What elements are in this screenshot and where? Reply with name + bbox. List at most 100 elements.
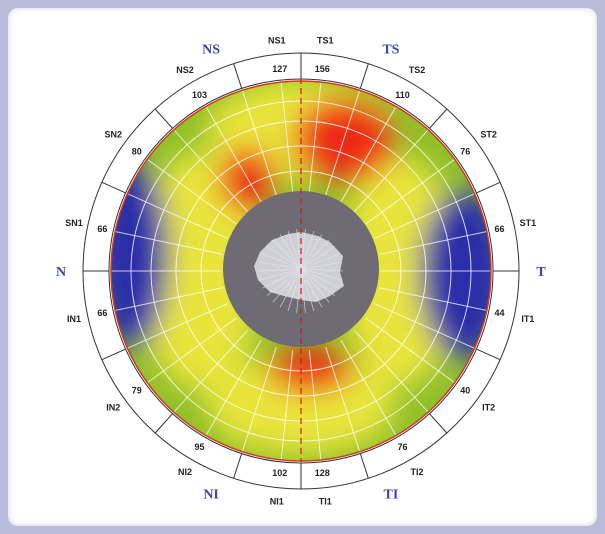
quadrant-label: TS [382, 42, 399, 57]
grid-spoke [354, 330, 429, 413]
sector-name: NS1 [268, 35, 286, 45]
sector-divider [154, 413, 173, 434]
quadrant-label: NS [202, 42, 220, 57]
grid-spoke [205, 106, 262, 202]
sector-labels: 127 NS1 156 TS1 110 TS2 76 ST2 66 ST1 44 IT1 40 IT2 76… [65, 35, 536, 506]
sector-value: 127 [272, 64, 287, 74]
disc-ray [300, 230, 315, 270]
quadrant-label: T [536, 265, 546, 280]
sector-divider [429, 108, 448, 129]
grid-spoke [127, 303, 229, 349]
sector-value: 66 [97, 224, 107, 234]
sector-name: ST1 [520, 218, 537, 228]
sector-value: 76 [397, 442, 407, 452]
sector-divider [476, 348, 501, 361]
sector-dividers [83, 53, 519, 489]
disc-ray [266, 268, 302, 297]
grid-spoke [373, 193, 475, 239]
disc-ray [300, 261, 343, 270]
sector-name: IT2 [482, 402, 495, 412]
disc-ray [300, 229, 306, 270]
sector-value: 128 [315, 468, 330, 478]
disc-ray [300, 268, 343, 281]
disc-ray [266, 245, 302, 270]
sector-divider [233, 63, 243, 89]
disc-ray [300, 268, 323, 308]
quadrant-labels: NS TS N T NI TI [56, 42, 546, 502]
sector-value: 40 [460, 385, 470, 395]
sector-name: TS2 [409, 65, 426, 75]
disc-radial-lines [258, 229, 344, 313]
sector-name: TI1 [319, 497, 332, 507]
disc-ray [300, 253, 340, 270]
sector-value: 79 [132, 385, 142, 395]
grid-spoke [205, 340, 262, 436]
sector-divider [101, 181, 126, 194]
grid-spoke [354, 129, 429, 212]
grid-spoke [146, 158, 237, 225]
disc-ray [296, 229, 302, 270]
disc-ray [300, 239, 330, 270]
disc-ray [300, 234, 323, 270]
grid-spoke [115, 287, 223, 311]
quadrant-label: NI [203, 488, 219, 503]
grid-spoke [241, 90, 277, 196]
grid-spoke [340, 340, 397, 436]
disc-ray [259, 268, 302, 281]
sector-value: 110 [395, 90, 410, 100]
blue-zone-nasal [111, 160, 168, 350]
disc-ray [300, 268, 330, 303]
sector-value: 102 [272, 468, 287, 478]
disc-ray [300, 268, 344, 272]
sector-value: 103 [192, 90, 207, 100]
grid-spoke [379, 287, 487, 311]
sector-value: 66 [97, 308, 107, 318]
sector-name: SN2 [105, 130, 123, 140]
grid-spoke [308, 81, 322, 192]
quadrant-label: N [56, 265, 66, 280]
grid-spoke [115, 231, 223, 255]
sector-value: 95 [194, 442, 204, 452]
sector-name: IN1 [67, 314, 81, 324]
sector-name: NS2 [176, 65, 194, 75]
sector-value: 80 [132, 147, 142, 157]
sector-name: ST2 [480, 130, 497, 140]
sector-divider [429, 413, 448, 434]
disc-ray [300, 268, 336, 297]
disc-ray [287, 230, 302, 270]
grid-spoke [325, 346, 361, 452]
sector-divider [359, 453, 369, 479]
disc-ray [279, 268, 302, 308]
disc-ray [262, 253, 302, 270]
red-zone-superotemporal [295, 98, 395, 182]
disc-ray [296, 268, 302, 313]
sector-value: 156 [315, 64, 330, 74]
grid-spoke [379, 231, 487, 255]
sector-divider [359, 63, 369, 89]
grid-spoke [241, 346, 277, 452]
grid-spoke [365, 158, 456, 225]
disc-ray [272, 268, 302, 303]
sector-name: NI2 [178, 467, 192, 477]
sector-value: 66 [495, 224, 505, 234]
sector-name: NI1 [270, 497, 284, 507]
quadrant-label: TI [384, 488, 399, 503]
grid-spoke [308, 350, 322, 461]
sector-name: SN1 [65, 218, 83, 228]
grid-spoke [127, 193, 229, 239]
grid-spoke [340, 106, 397, 202]
sector-name: IN2 [106, 402, 120, 412]
grid-spoke [373, 303, 475, 349]
disc-ray [300, 245, 336, 270]
sector-divider [233, 453, 243, 479]
grid-spoke [365, 317, 456, 384]
disc-ray [259, 261, 302, 270]
yellow-zone-inferior [206, 355, 396, 455]
sector-name: TI2 [410, 467, 423, 477]
sector-value: 44 [495, 308, 505, 318]
sector-name: TS1 [317, 35, 334, 45]
disc-ray [300, 268, 306, 313]
sector-divider [101, 348, 126, 361]
grid-spoke [173, 129, 248, 212]
